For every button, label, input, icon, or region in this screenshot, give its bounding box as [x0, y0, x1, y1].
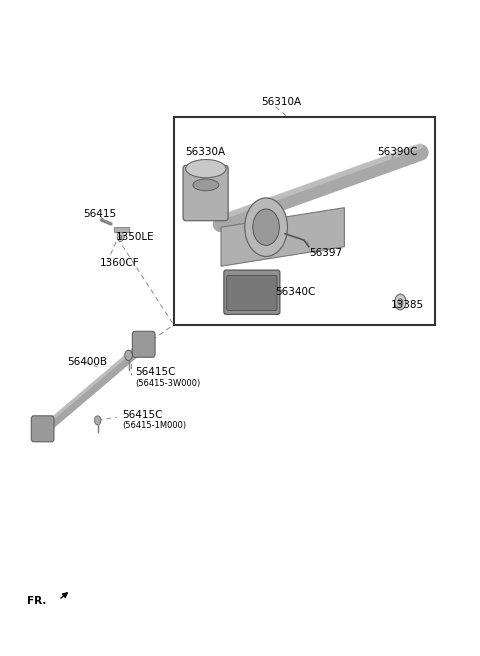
- Text: FR.: FR.: [27, 596, 47, 606]
- Text: 13385: 13385: [391, 300, 424, 310]
- Circle shape: [398, 298, 403, 305]
- Polygon shape: [221, 208, 344, 266]
- Circle shape: [245, 198, 288, 256]
- Ellipse shape: [186, 159, 226, 178]
- Circle shape: [125, 350, 132, 361]
- Text: 56397: 56397: [309, 248, 342, 258]
- Ellipse shape: [193, 179, 219, 191]
- Circle shape: [95, 416, 101, 425]
- Text: 56415C: 56415C: [136, 367, 176, 377]
- Text: 1350LE: 1350LE: [116, 232, 155, 242]
- FancyBboxPatch shape: [227, 276, 277, 310]
- Text: 56400B: 56400B: [67, 357, 107, 367]
- FancyBboxPatch shape: [31, 416, 54, 442]
- FancyBboxPatch shape: [132, 331, 155, 358]
- Text: 56340C: 56340C: [276, 287, 316, 297]
- Circle shape: [117, 232, 124, 241]
- Text: 56310A: 56310A: [261, 96, 301, 107]
- FancyBboxPatch shape: [224, 270, 280, 314]
- Text: 56415: 56415: [84, 209, 117, 219]
- Text: 1360CF: 1360CF: [100, 258, 140, 268]
- Text: 56330A: 56330A: [185, 148, 226, 157]
- Text: 56390C: 56390C: [378, 148, 418, 157]
- Bar: [174, 117, 434, 325]
- Text: (56415-1M000): (56415-1M000): [122, 421, 186, 430]
- Circle shape: [253, 209, 279, 245]
- Text: (56415-3W000): (56415-3W000): [136, 379, 201, 388]
- Text: 56415C: 56415C: [122, 409, 163, 419]
- Circle shape: [395, 294, 406, 310]
- Circle shape: [119, 235, 122, 239]
- Polygon shape: [114, 227, 129, 232]
- FancyBboxPatch shape: [183, 165, 228, 220]
